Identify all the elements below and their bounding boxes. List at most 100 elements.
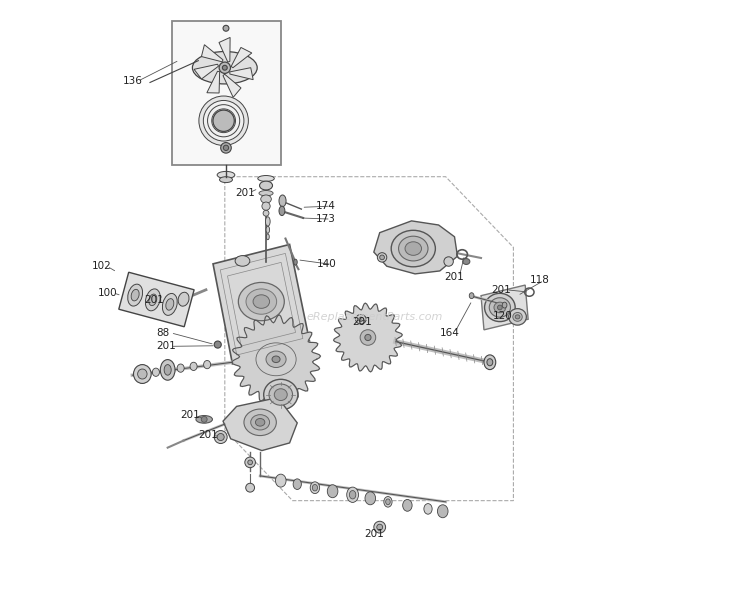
Ellipse shape (163, 293, 177, 315)
Ellipse shape (487, 359, 493, 366)
Ellipse shape (489, 298, 511, 317)
Ellipse shape (403, 499, 412, 511)
Ellipse shape (365, 492, 376, 505)
Ellipse shape (262, 202, 270, 210)
Ellipse shape (279, 206, 285, 216)
Circle shape (223, 25, 229, 31)
Ellipse shape (146, 289, 160, 311)
Polygon shape (207, 71, 220, 93)
Ellipse shape (260, 181, 272, 190)
Ellipse shape (248, 460, 253, 465)
Ellipse shape (263, 210, 269, 216)
Ellipse shape (193, 52, 257, 84)
Ellipse shape (377, 253, 387, 262)
Ellipse shape (256, 418, 265, 426)
Ellipse shape (214, 431, 227, 444)
Ellipse shape (380, 255, 385, 260)
Ellipse shape (272, 356, 280, 363)
Text: 174: 174 (316, 201, 336, 211)
Ellipse shape (374, 521, 386, 533)
Ellipse shape (152, 368, 160, 376)
Ellipse shape (208, 105, 240, 137)
Text: 164: 164 (440, 328, 460, 337)
Text: 201: 201 (364, 529, 384, 538)
Ellipse shape (503, 302, 507, 308)
Ellipse shape (509, 309, 526, 325)
Ellipse shape (246, 289, 277, 315)
Ellipse shape (310, 482, 320, 494)
Ellipse shape (494, 302, 506, 313)
Ellipse shape (463, 259, 470, 264)
Ellipse shape (148, 294, 157, 306)
Ellipse shape (497, 305, 502, 310)
Text: 201: 201 (181, 411, 200, 420)
Ellipse shape (213, 110, 234, 131)
Ellipse shape (392, 230, 435, 267)
Ellipse shape (266, 234, 269, 240)
Polygon shape (223, 74, 241, 97)
Ellipse shape (294, 259, 297, 265)
Bar (172, 21, 280, 165)
Text: 102: 102 (92, 262, 112, 271)
Ellipse shape (424, 504, 432, 514)
Ellipse shape (444, 257, 453, 266)
Ellipse shape (211, 109, 236, 133)
Text: 201: 201 (144, 296, 164, 305)
Ellipse shape (178, 292, 189, 306)
Ellipse shape (217, 171, 235, 178)
Polygon shape (231, 48, 252, 68)
Ellipse shape (312, 484, 317, 491)
Polygon shape (232, 315, 320, 403)
Ellipse shape (266, 217, 270, 226)
Ellipse shape (220, 177, 232, 183)
Ellipse shape (356, 315, 366, 324)
Ellipse shape (217, 434, 224, 441)
Text: 88: 88 (156, 328, 170, 337)
Polygon shape (194, 64, 218, 79)
Text: 173: 173 (316, 214, 336, 224)
Polygon shape (213, 244, 310, 364)
Ellipse shape (253, 294, 269, 309)
Ellipse shape (160, 359, 175, 380)
Text: 118: 118 (530, 276, 549, 285)
Polygon shape (230, 68, 254, 80)
Ellipse shape (238, 283, 284, 320)
Ellipse shape (327, 485, 338, 498)
Ellipse shape (360, 330, 376, 345)
Ellipse shape (470, 293, 474, 299)
Ellipse shape (203, 101, 244, 141)
Ellipse shape (437, 505, 448, 518)
Ellipse shape (269, 384, 292, 405)
Ellipse shape (196, 416, 212, 423)
Ellipse shape (484, 293, 515, 322)
Ellipse shape (259, 190, 273, 196)
Ellipse shape (131, 289, 140, 301)
Ellipse shape (405, 242, 422, 256)
Text: 201: 201 (352, 317, 372, 327)
Polygon shape (334, 303, 402, 372)
Ellipse shape (223, 65, 227, 70)
Ellipse shape (246, 483, 254, 492)
Ellipse shape (293, 479, 302, 489)
Ellipse shape (266, 351, 286, 368)
Ellipse shape (346, 487, 358, 502)
Ellipse shape (224, 145, 229, 151)
Text: 120: 120 (493, 311, 512, 320)
Ellipse shape (220, 143, 231, 153)
Ellipse shape (244, 409, 276, 436)
Ellipse shape (235, 256, 250, 266)
Ellipse shape (219, 62, 230, 74)
Ellipse shape (128, 284, 142, 306)
Text: 201: 201 (235, 188, 254, 197)
Ellipse shape (274, 389, 287, 401)
Ellipse shape (398, 236, 428, 261)
Ellipse shape (376, 524, 382, 530)
Ellipse shape (275, 474, 286, 487)
Text: 136: 136 (123, 77, 142, 86)
Polygon shape (223, 398, 297, 451)
Ellipse shape (279, 195, 286, 207)
Text: 201: 201 (445, 272, 464, 282)
Text: 140: 140 (317, 260, 337, 269)
Ellipse shape (213, 110, 234, 131)
Ellipse shape (515, 315, 520, 319)
